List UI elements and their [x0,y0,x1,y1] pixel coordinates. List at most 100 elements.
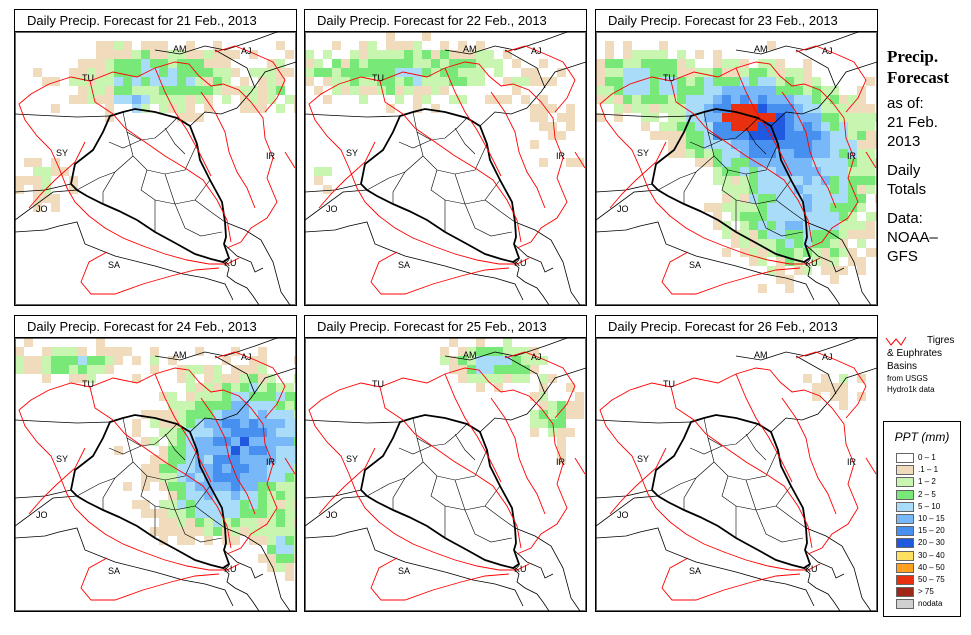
precip-cell [222,455,231,464]
precip-cell [305,59,314,68]
country-label: SY [637,148,649,158]
precip-cell [839,95,848,104]
precip-cell [614,95,623,104]
precip-cell [305,77,314,86]
precip-cell [222,500,231,509]
basin-line5: Hydro1k data [887,385,935,394]
precip-cell [231,437,240,446]
precip-cell [659,50,668,59]
map-frame [305,32,586,305]
precip-cell [440,86,449,95]
precip-cell [87,68,96,77]
country-label: AM [173,350,187,360]
precip-cell [276,473,285,482]
ppt-swatch [896,575,914,585]
precip-cell [731,95,740,104]
precip-cell [530,104,539,113]
precip-cell [749,95,758,104]
basin-boundary [379,80,522,243]
province-boundary [454,433,476,461]
precip-cell [539,59,548,68]
precip-cell [51,158,60,167]
precip-cell [222,86,231,95]
precip-cell [222,383,231,392]
coastline [222,567,260,611]
precip-cell [812,230,821,239]
country-boundary [596,113,692,118]
sidebar-title-line1: Precip. [887,47,939,66]
precip-cell [276,491,285,500]
precip-cell [686,77,695,86]
country-boundary [154,32,278,55]
precip-cell [186,455,195,464]
precip-cell [195,509,204,518]
precip-cell [114,41,123,50]
precip-cell [521,356,530,365]
precip-cell [740,95,749,104]
country-label: KU [224,564,237,574]
province-boundary [657,171,697,191]
country-boundary [805,527,872,611]
precip-cell [866,221,875,230]
precip-cell [386,41,395,50]
precip-cell [512,356,521,365]
basin-boundary [28,141,86,209]
precip-cell [767,176,776,185]
precip-cell [159,104,168,113]
precip-cell [231,428,240,437]
precip-cell [749,203,758,212]
precip-cell [812,203,821,212]
precip-cell [195,500,204,509]
precip-cell [204,464,213,473]
country-boundary [224,221,291,305]
precip-cell [539,410,548,419]
precip-cell [650,50,659,59]
precip-cell [123,95,132,104]
precip-cell [231,455,240,464]
precip-cell [258,365,267,374]
precip-cell [749,104,758,113]
precip-cell [848,122,857,131]
precip-cell [731,77,740,86]
precip-cell [294,104,296,113]
precip-cell [839,401,848,410]
precip-cell [785,95,794,104]
precip-cell [557,419,566,428]
precip-cell [258,428,267,437]
province-boundary [430,169,501,205]
precip-cell [177,464,186,473]
precip-cell [440,77,449,86]
precip-cell [213,455,222,464]
basin-boundary [599,389,821,571]
basin-boundary [370,557,510,601]
country-label: SA [108,260,120,270]
precip-cell [314,59,323,68]
country-label: AJ [531,46,542,56]
precip-cell [740,59,749,68]
precip-cell [713,158,722,167]
precip-cell [812,149,821,158]
province-boundary [775,505,807,529]
precip-cell [632,50,641,59]
precip-cell [195,347,204,356]
precip-cell [686,95,695,104]
precip-cell [141,86,150,95]
precip-cell [776,275,785,284]
basin-boundary [18,389,240,571]
basin-boundary [490,397,546,515]
precip-cell [776,203,785,212]
precip-cell [276,59,285,68]
precip-cell [758,122,767,131]
precip-cell [132,374,141,383]
precip-cell [740,194,749,203]
precip-cell [821,194,830,203]
precip-cell [530,428,539,437]
precip-cell [123,41,132,50]
precip-cell [530,365,539,374]
precip-cell [204,491,213,500]
precip-cell [186,482,195,491]
precip-cell [150,455,159,464]
precip-cell [332,68,341,77]
precip-cell [168,455,177,464]
